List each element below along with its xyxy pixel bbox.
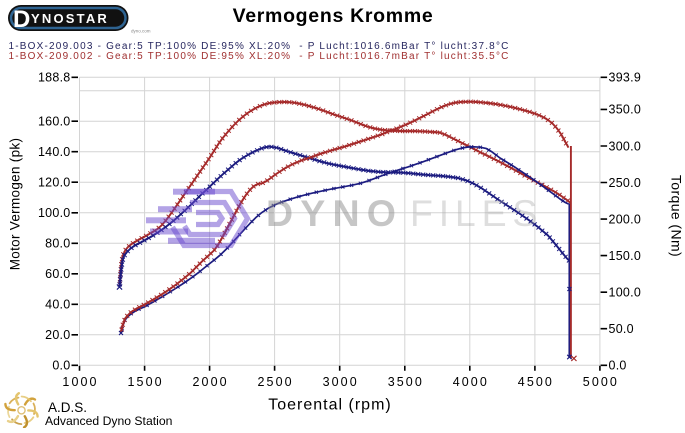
svg-text:DYNO: DYNO [266,192,403,234]
svg-text:D: D [13,6,30,33]
svg-text:Torque (Nm): Torque (Nm) [669,175,685,257]
svg-text:4000: 4000 [453,375,489,389]
svg-text:188.8: 188.8 [38,71,71,85]
svg-text:40.0: 40.0 [45,298,70,312]
svg-text:1-BOX-209.003 - Gear:5 TP:100%: 1-BOX-209.003 - Gear:5 TP:100% DE:95% XL… [9,41,510,52]
svg-text:YNOSTAR: YNOSTAR [31,11,109,26]
svg-text:FILES: FILES [410,192,543,234]
svg-text:dyno.com: dyno.com [131,29,151,34]
svg-text:250.0: 250.0 [609,176,642,190]
svg-text:Toerental (rpm): Toerental (rpm) [268,397,391,414]
svg-text:50.0: 50.0 [609,322,634,336]
svg-text:140.0: 140.0 [38,145,71,159]
svg-text:1500: 1500 [127,375,163,389]
svg-text:0.0: 0.0 [52,359,70,373]
svg-text:3000: 3000 [323,375,359,389]
svg-text:350.0: 350.0 [609,103,642,117]
svg-text:300.0: 300.0 [609,139,642,153]
svg-text:100.0: 100.0 [609,286,642,300]
svg-text:120.0: 120.0 [38,176,71,190]
svg-text:160.0: 160.0 [38,115,71,129]
svg-text:60.0: 60.0 [45,267,70,281]
svg-text:2500: 2500 [257,375,293,389]
svg-text:3500: 3500 [388,375,424,389]
svg-text:200.0: 200.0 [609,212,642,226]
svg-text:393.9: 393.9 [609,71,642,85]
svg-text:1000: 1000 [62,375,98,389]
svg-text:80.0: 80.0 [45,237,70,251]
svg-text:Advanced Dyno Station: Advanced Dyno Station [45,414,172,428]
svg-text:Motor Vermogen (pk): Motor Vermogen (pk) [8,138,23,271]
svg-text:5000: 5000 [583,375,619,389]
svg-text:20.0: 20.0 [45,328,70,342]
svg-text:Vermogens Kromme: Vermogens Kromme [233,5,434,27]
svg-text:2000: 2000 [192,375,228,389]
svg-text:A.D.S.: A.D.S. [48,400,87,415]
svg-text:0.0: 0.0 [609,359,627,373]
svg-text:150.0: 150.0 [609,249,642,263]
svg-text:100.0: 100.0 [38,206,71,220]
svg-text:4500: 4500 [518,375,554,389]
svg-text:1-BOX-209.002 - Gear:5 TP:100%: 1-BOX-209.002 - Gear:5 TP:100% DE:95% XL… [9,51,510,62]
